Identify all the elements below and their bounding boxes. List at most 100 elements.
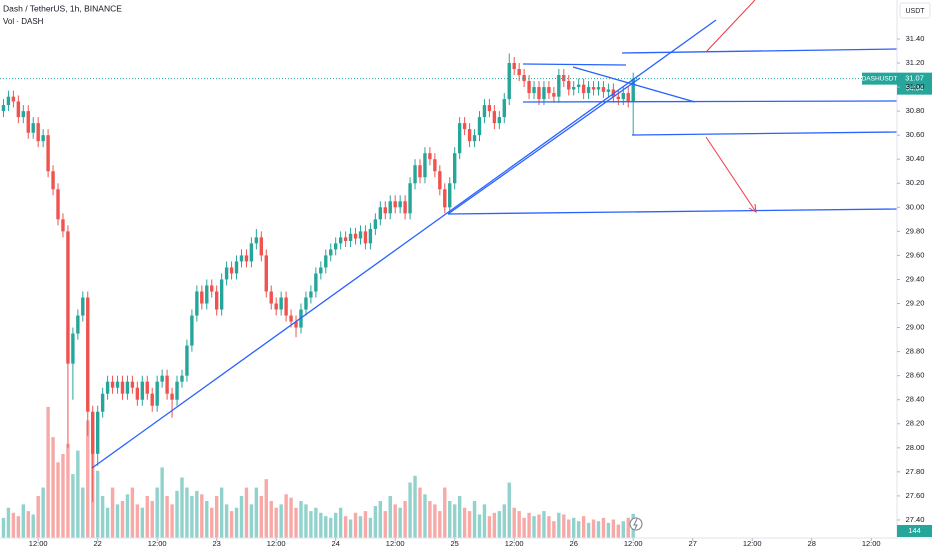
volume-bar <box>269 501 273 538</box>
candle-body <box>467 129 472 142</box>
volume-bar <box>477 514 482 538</box>
candle-body <box>145 381 149 394</box>
x-tick-label: 12:00 <box>148 539 167 548</box>
volume-bar <box>443 487 447 538</box>
volume-bar <box>11 512 16 538</box>
candle-body <box>552 93 556 97</box>
volume-bar <box>130 487 135 538</box>
volume-bar <box>572 517 576 538</box>
volume-bar <box>264 479 268 538</box>
candle-body <box>343 237 348 241</box>
candle-body <box>338 237 343 244</box>
candle-body <box>61 219 65 232</box>
candle-body <box>492 111 497 124</box>
candle-body <box>393 201 397 208</box>
volume-bar <box>586 522 591 538</box>
candle-body <box>428 153 432 160</box>
candle-body <box>294 321 298 328</box>
volume-bar <box>51 437 55 538</box>
candle-body <box>219 279 224 310</box>
volume-bar <box>304 504 308 538</box>
volume-bar <box>125 494 130 538</box>
y-tick-label: 29.20 <box>906 298 925 307</box>
volume-bar <box>408 482 412 538</box>
candle-body <box>224 267 229 280</box>
volume-bar <box>26 511 30 538</box>
candle-body <box>120 381 125 394</box>
volume-bar <box>626 517 630 538</box>
volume-bar <box>542 511 546 538</box>
candle-body <box>205 285 209 304</box>
y-tick-label: 30.40 <box>906 154 925 163</box>
x-tick-label: 12:00 <box>862 539 881 548</box>
candle-body <box>31 123 35 133</box>
candle-body <box>378 207 383 220</box>
volume-bar <box>467 511 472 538</box>
y-tick-label: 31.00 <box>906 82 925 91</box>
candle-body <box>200 291 204 304</box>
volume-bar <box>383 511 387 538</box>
candle-body <box>616 96 621 100</box>
candle-body <box>472 135 477 142</box>
candle-body <box>363 231 368 244</box>
candle-body <box>333 243 338 250</box>
candle-body <box>115 381 120 388</box>
volume-bar <box>155 487 159 538</box>
volume-bar <box>507 482 511 538</box>
candle-body <box>373 219 378 229</box>
volume-bar <box>165 495 169 538</box>
candle-body <box>502 99 506 118</box>
candle-body <box>279 297 283 310</box>
volume-bar <box>76 450 80 538</box>
candle-body <box>572 87 576 90</box>
volume-bar <box>413 475 417 538</box>
x-tick-label: 12:00 <box>624 539 643 548</box>
volume-bar <box>472 501 477 538</box>
candle-body <box>527 81 531 94</box>
volume-bar <box>1 517 6 538</box>
level-line <box>522 100 898 103</box>
x-tick-label: 28 <box>808 539 816 548</box>
candle-body <box>319 267 323 274</box>
candle-body <box>229 267 234 274</box>
y-tick-label: 29.40 <box>906 274 925 283</box>
y-tick-label: 28.00 <box>906 443 925 452</box>
candle-body <box>56 189 60 220</box>
volume-bar <box>616 524 621 538</box>
x-tick-label: 12:00 <box>743 539 762 548</box>
candle-body <box>26 111 30 133</box>
arrow <box>705 136 757 213</box>
candle-body <box>95 411 100 454</box>
volume-bar <box>46 406 50 538</box>
candle-body <box>105 381 110 394</box>
candle-body <box>408 183 412 214</box>
candle-body <box>532 87 536 94</box>
volume-bar <box>606 522 611 538</box>
candle-body <box>358 231 363 239</box>
volume-bar <box>234 507 239 538</box>
volume-tag-label: 144 <box>908 526 921 535</box>
candle-body <box>353 233 358 239</box>
countdown-label: 54:34 <box>906 85 924 92</box>
volume-bar <box>100 495 105 538</box>
volume-tag-box <box>897 525 932 537</box>
x-tick-label: 23 <box>213 539 221 548</box>
volume-bar <box>95 470 100 538</box>
candle-body <box>175 381 179 400</box>
currency-box[interactable] <box>899 2 931 19</box>
volume-bar <box>487 516 492 538</box>
replay-icon[interactable] <box>629 517 643 531</box>
candle-body <box>16 101 21 118</box>
volume-bar <box>418 487 422 538</box>
arrow <box>705 0 756 53</box>
volume-bar <box>581 516 586 538</box>
volume-bar <box>224 504 229 538</box>
volume-bar <box>279 504 283 538</box>
volume-bar <box>309 511 313 538</box>
arrow-head <box>748 203 757 213</box>
candle-body <box>487 105 492 112</box>
volume-bar <box>294 507 298 538</box>
symbol-label: DASHUSDT <box>862 75 898 82</box>
volume-bar <box>596 521 601 538</box>
volume-bar <box>522 517 526 538</box>
